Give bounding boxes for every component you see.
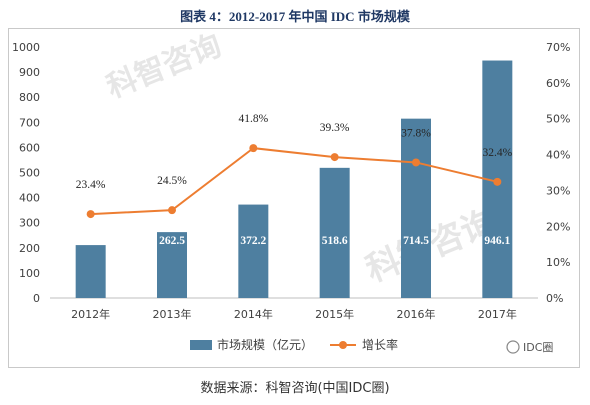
y-left-tick-label: 300 bbox=[19, 217, 40, 230]
bar-value-label: 372.2 bbox=[240, 235, 266, 247]
bar-value-label: 518.6 bbox=[322, 235, 348, 247]
growth-point bbox=[86, 210, 95, 219]
y-right-tick-label: 70% bbox=[546, 41, 570, 54]
legend-bar-swatch bbox=[190, 340, 212, 350]
y-right-tick-label: 20% bbox=[546, 220, 570, 233]
y-left-tick-label: 900 bbox=[19, 66, 40, 79]
growth-value-label: 24.5% bbox=[157, 175, 187, 187]
growth-point bbox=[249, 144, 258, 153]
x-tick-label: 2012年 bbox=[71, 307, 110, 321]
bar-value-label: 946.1 bbox=[484, 235, 510, 247]
legend-line-marker bbox=[339, 341, 347, 349]
bar bbox=[75, 245, 106, 298]
growth-point bbox=[493, 177, 502, 186]
x-tick-label: 2017年 bbox=[478, 307, 517, 321]
growth-value-label: 32.4% bbox=[482, 147, 512, 159]
y-left-tick-label: 800 bbox=[19, 91, 40, 104]
y-left-tick-label: 400 bbox=[19, 192, 40, 205]
logo-icon bbox=[506, 340, 520, 354]
y-left-tick-label: 1000 bbox=[12, 41, 40, 54]
bar-value-label: 262.5 bbox=[159, 235, 185, 247]
legend-line-label: 增长率 bbox=[362, 337, 398, 352]
y-left-tick-label: 500 bbox=[19, 167, 40, 180]
source-note: 数据来源：科智咨询(中国IDC圈) bbox=[200, 381, 390, 396]
growth-value-label: 23.4% bbox=[76, 179, 106, 191]
growth-point bbox=[168, 206, 176, 215]
growth-value-label: 39.3% bbox=[320, 122, 350, 134]
growth-value-label: 41.8% bbox=[238, 113, 268, 125]
y-left-tick-label: 100 bbox=[19, 267, 40, 280]
y-left-tick-label: 200 bbox=[19, 242, 40, 255]
bar bbox=[157, 232, 187, 298]
bar bbox=[401, 118, 431, 299]
chart-title: 图表 4：2012-2017 年中国 IDC 市场规模 bbox=[180, 9, 410, 24]
growth-point bbox=[412, 158, 420, 167]
y-right-tick-label: 0% bbox=[546, 292, 563, 305]
watermark-text: 科智咨询 bbox=[102, 28, 226, 105]
y-left-tick-label: 700 bbox=[19, 116, 40, 129]
y-right-tick-label: 50% bbox=[546, 113, 570, 126]
chart-frame bbox=[8, 28, 580, 368]
y-left-tick-label: 0 bbox=[33, 292, 40, 305]
bar bbox=[319, 167, 350, 298]
y-right-tick-label: 30% bbox=[546, 184, 570, 197]
growth-point bbox=[330, 153, 339, 162]
y-right-tick-label: 60% bbox=[546, 77, 570, 90]
y-left-tick-label: 600 bbox=[19, 141, 40, 154]
x-tick-label: 2015年 bbox=[315, 307, 354, 321]
y-right-tick-label: 40% bbox=[546, 149, 570, 162]
logo-text: IDC圈 bbox=[523, 341, 553, 354]
legend-bar-label: 市场规模（亿元） bbox=[217, 337, 313, 352]
growth-value-label: 37.8% bbox=[401, 127, 431, 139]
bar bbox=[238, 204, 269, 298]
x-tick-label: 2016年 bbox=[397, 307, 436, 321]
y-right-tick-label: 10% bbox=[546, 256, 570, 269]
growth-line bbox=[90, 147, 498, 216]
bar-value-label: 210.8 bbox=[78, 235, 104, 247]
x-tick-label: 2014年 bbox=[234, 307, 273, 321]
x-tick-label: 2013年 bbox=[153, 307, 192, 321]
bar-value-label: 714.5 bbox=[403, 235, 429, 247]
